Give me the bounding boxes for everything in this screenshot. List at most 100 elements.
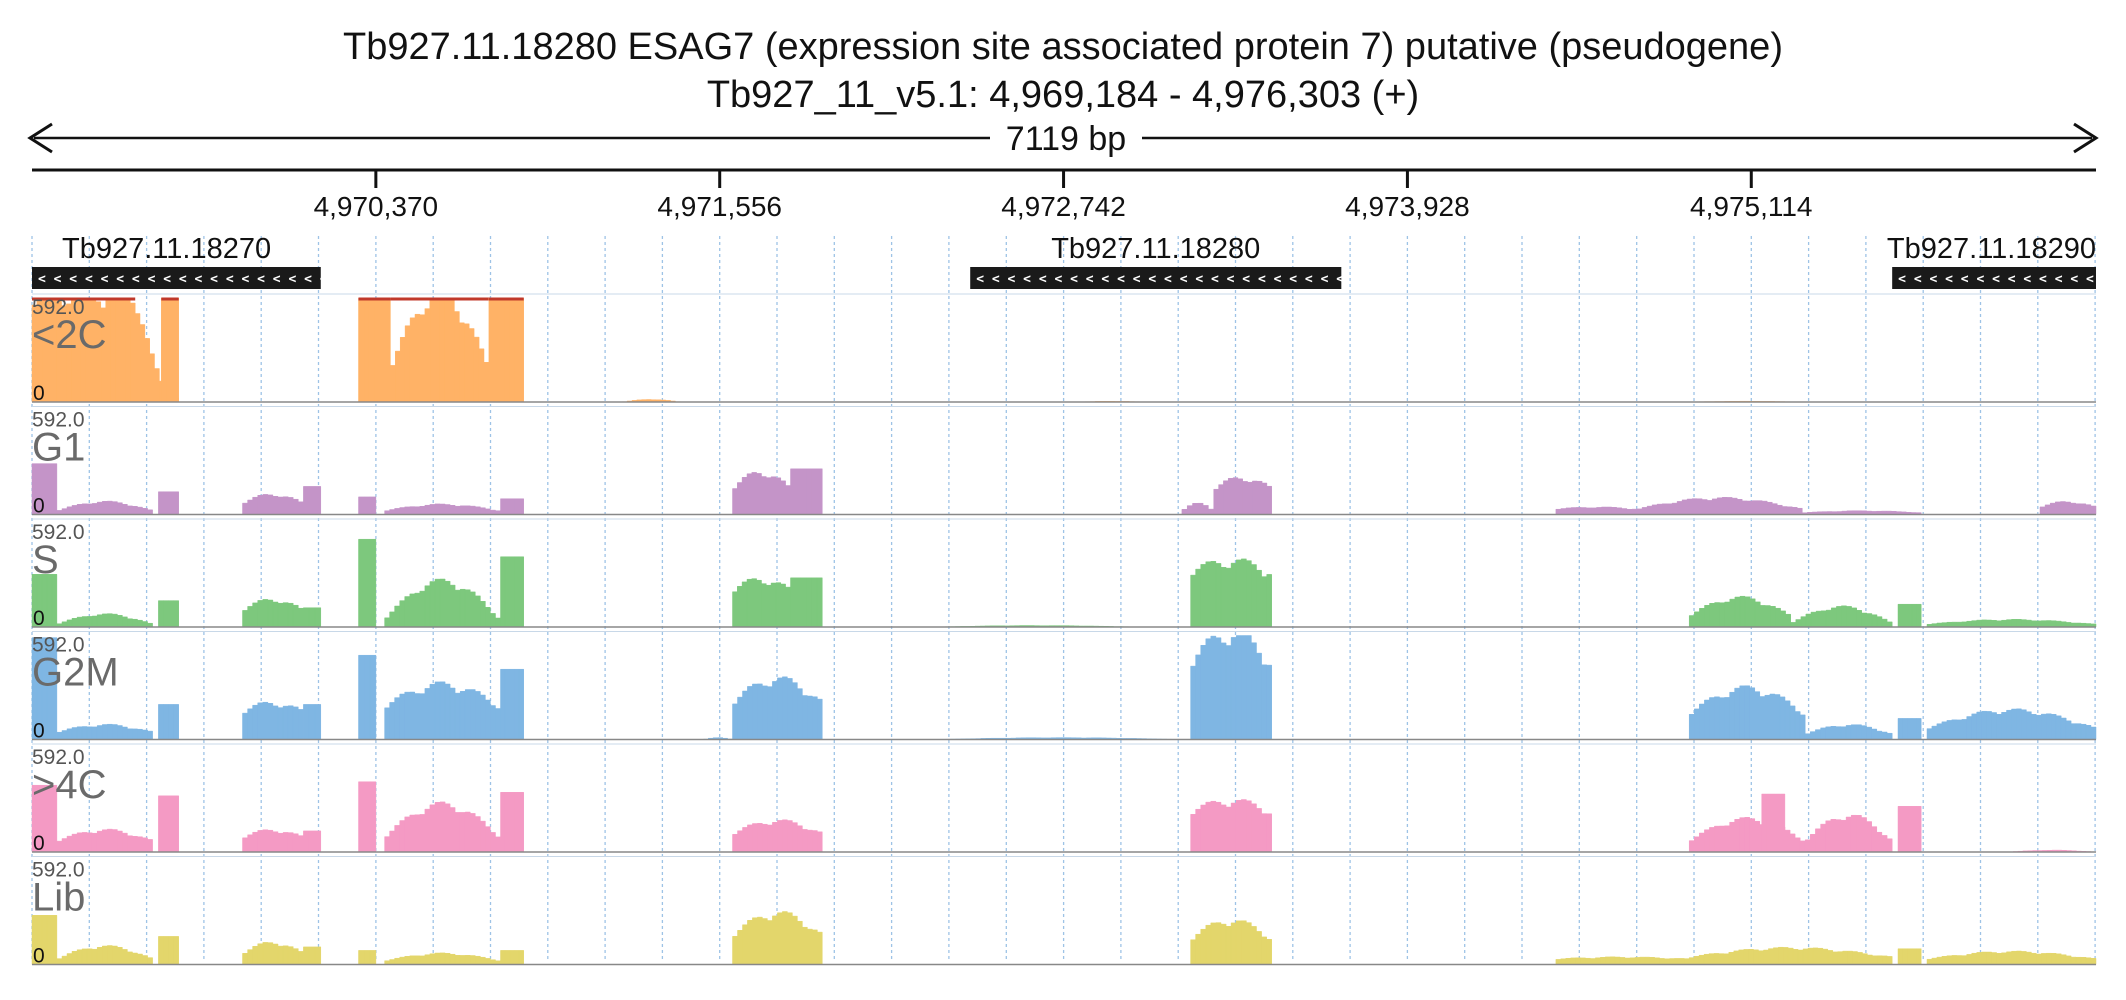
- coverage-bars: [56, 723, 153, 740]
- coverage-bars: [1555, 506, 1638, 515]
- gene-bar[interactable]: [1892, 267, 2096, 289]
- track-min-label: 0: [33, 945, 45, 968]
- track-name: Lib: [32, 876, 85, 920]
- coverage-bars: [1897, 718, 1922, 740]
- coverage-bars: [384, 503, 501, 515]
- coverage-bars: [56, 945, 153, 965]
- coverage-bars: [303, 486, 322, 515]
- strand-chevrons: < < < < < < < < < < < < <: [1898, 272, 2094, 287]
- coverage-bars: [500, 498, 524, 515]
- position-axis: 4,970,370 4,971,556 4,972,742 4,973,928 4,97…: [32, 168, 2096, 222]
- coverage-bars: [1897, 603, 1922, 628]
- track-min-label: 0: [33, 832, 45, 855]
- coverage-bars: [732, 676, 823, 740]
- track-min-label: 0: [33, 495, 45, 518]
- coverage-track: 592.0 0 S: [31, 518, 2097, 630]
- gene-track: < < < < < < < < < < < < < < < < < < < Tb9…: [32, 233, 2096, 289]
- coverage-tracks: 592.00<2C592.00G1592.00S592.00G2M592.00>…: [31, 293, 2097, 968]
- coverage-bars: [242, 829, 304, 853]
- coverage-bars: [1636, 497, 1803, 515]
- coverage-track: 592.0 0 >4C: [31, 743, 2097, 855]
- track-min-label: 0: [33, 720, 45, 743]
- coverage-bars: [1926, 619, 2097, 628]
- coverage-bars: [1897, 948, 1922, 965]
- coverage-bars: [1761, 793, 1786, 853]
- axis-tick-label: 4,972,742: [1001, 191, 1126, 222]
- coverage-bars: [1688, 685, 1806, 740]
- coverage-bars: [1897, 806, 1922, 853]
- track-name: G1: [32, 426, 85, 470]
- gene-feature[interactable]: < < < < < < < < < < < < < < < < < < < < …: [970, 233, 1360, 289]
- coverage-bars: [358, 496, 377, 515]
- coverage-bars: [1802, 510, 1922, 515]
- span-arrow-right-icon: [2073, 122, 2099, 154]
- coverage-bars: [1926, 950, 2097, 965]
- coverage-bars: [732, 472, 791, 515]
- track-name: >4C: [32, 763, 107, 807]
- coverage-track: 592.0 0 G2M: [31, 631, 2097, 743]
- coverage-bars: [56, 613, 153, 628]
- locus-location: Tb927_11_v5.1: 4,969,184 - 4,976,303 (+): [707, 74, 1419, 116]
- coverage-bars: [500, 668, 524, 740]
- coverage-bars: [303, 704, 322, 740]
- coverage-bars: [303, 607, 322, 628]
- coverage-bars: [358, 538, 377, 628]
- span-length: 7119 bp: [1006, 120, 1126, 158]
- coverage-bars: [158, 795, 179, 853]
- gene-label: Tb927.11.18290: [1887, 233, 2096, 265]
- coverage-track: 592.0 0 <2C: [31, 293, 2096, 405]
- coverage-bars: [500, 792, 524, 853]
- coverage-bars: [1555, 956, 1690, 965]
- coverage-bars: [358, 781, 377, 853]
- coverage-bars: [303, 946, 322, 965]
- track-max-label: 592.0: [32, 634, 85, 657]
- coverage-bars: [1181, 502, 1214, 515]
- track-max-label: 592.0: [32, 859, 85, 882]
- gene-label: Tb927.11.18280: [1051, 233, 1260, 265]
- gene-bar[interactable]: [970, 267, 1342, 289]
- track-min-label: 0: [33, 607, 45, 630]
- coverage-track: 592.0 0 Lib: [31, 856, 2097, 968]
- coverage-bars: [790, 468, 823, 515]
- coverage-bars: [1804, 724, 1893, 740]
- gene-title: Tb927.11.18280 ESAG7 (expression site as…: [343, 26, 1783, 68]
- coverage-bars: [158, 704, 179, 740]
- coverage-bars: [161, 297, 179, 403]
- coverage-bars: [158, 600, 179, 628]
- coverage-bars: [1790, 605, 1893, 628]
- coverage-bars: [1804, 814, 1893, 853]
- axis-tick-label: 4,975,114: [1690, 191, 1813, 222]
- coverage-bars: [31, 637, 58, 740]
- axis-tick-label: 4,973,928: [1345, 191, 1470, 222]
- coverage-bars: [1688, 595, 1791, 628]
- gene-bar[interactable]: [32, 267, 321, 289]
- gene-feature[interactable]: < < < < < < < < < < < < < Tb927.11.18290: [1887, 233, 2096, 289]
- coverage-bars: [56, 828, 153, 853]
- coverage-track: 592.0 0 G1: [31, 406, 2097, 518]
- coverage-bars: [1190, 635, 1272, 740]
- coverage-bars: [303, 830, 322, 853]
- track-name: <2C: [32, 313, 107, 357]
- coverage-bars: [31, 463, 58, 515]
- track-name: S: [32, 538, 59, 582]
- coverage-bars: [242, 599, 304, 628]
- coverage-bars: [1190, 799, 1272, 853]
- span-arrow-left-icon: [27, 122, 53, 154]
- coverage-bars: [358, 950, 377, 965]
- coverage-bars: [384, 578, 501, 628]
- coverage-bars: [732, 911, 823, 965]
- track-max-label: 592.0: [32, 521, 85, 544]
- strand-chevrons: < < < < < < < < < < < < < < < < < < < < …: [976, 272, 1360, 287]
- coverage-bars: [732, 819, 823, 853]
- coverage-bars: [158, 936, 179, 965]
- coverage-bars: [732, 578, 791, 628]
- coverage-bars: [158, 491, 179, 515]
- coverage-bars: [500, 950, 524, 965]
- gene-feature[interactable]: < < < < < < < < < < < < < < < < < < < Tb9…: [32, 233, 328, 289]
- track-min-label: 0: [33, 382, 45, 405]
- coverage-bars: [31, 574, 58, 628]
- grid-lines: [31, 236, 2096, 962]
- coverage-bars: [242, 494, 304, 515]
